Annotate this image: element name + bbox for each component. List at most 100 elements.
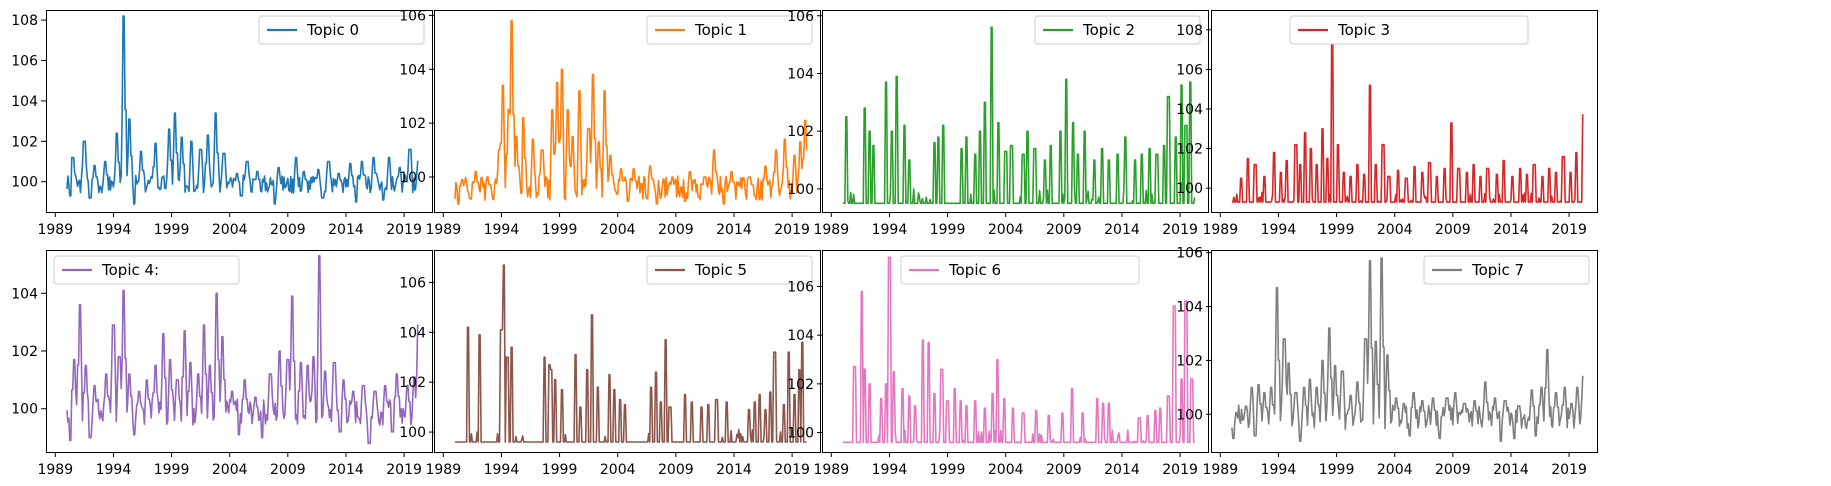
y-tick-label: 104 [787, 328, 814, 344]
series-line-topic-0 [66, 15, 419, 205]
x-tick-label: 2009 [1046, 462, 1082, 478]
x-tick-label: 1994 [484, 462, 520, 478]
y-tick-label: 102 [399, 375, 426, 391]
y-tick-label: 106 [11, 54, 38, 70]
axes-frame [46, 10, 433, 213]
y-tick-label: 106 [399, 8, 426, 24]
legend: Topic 6 [900, 255, 1140, 285]
legend-box [53, 255, 240, 285]
x-tick-label: 1989 [425, 462, 461, 478]
legend-box [646, 255, 813, 285]
y-tick-label: 106 [399, 275, 426, 291]
legend-box [1289, 15, 1529, 45]
x-tick-label: 1999 [154, 462, 190, 478]
legend-label: Topic 4: [101, 261, 159, 279]
x-tick-label: 1999 [154, 222, 190, 238]
x-tick-label: 2009 [1435, 462, 1471, 478]
legend-label: Topic 3 [1337, 21, 1390, 39]
legend: Topic 2 [1034, 15, 1201, 45]
x-tick-label: 1994 [96, 462, 132, 478]
series-line-topic-7 [1231, 257, 1584, 442]
y-tick-label: 104 [1176, 102, 1203, 118]
axes-frame [822, 10, 1209, 213]
x-tick-label: 1999 [542, 222, 578, 238]
x-tick-label: 1999 [1319, 462, 1355, 478]
legend-label: Topic 6 [948, 261, 1001, 279]
y-tick-label: 102 [1176, 142, 1203, 158]
axes-frame [822, 250, 1209, 453]
x-tick-label: 1994 [1261, 222, 1297, 238]
x-tick-label: 1994 [872, 462, 908, 478]
y-tick-label: 102 [399, 116, 426, 132]
x-tick-label: 2019 [386, 462, 422, 478]
y-tick-label: 100 [787, 426, 814, 442]
x-tick-label: 2004 [988, 222, 1024, 238]
series-line-topic-3 [1231, 31, 1584, 203]
y-tick-label: 100 [1176, 407, 1203, 423]
series-line-topic-1 [454, 20, 808, 205]
x-tick-label: 2009 [270, 222, 306, 238]
subplot-topic-2: 1989 1994 1999 2004 2009 2014 2019 100 102 104 106… [787, 9, 1209, 238]
legend-label: Topic 2 [1082, 21, 1135, 39]
series-line-topic-6 [842, 256, 1195, 444]
subplot-topic-4: 1989 1994 1999 2004 2009 2014 2019 100 102 104 Top… [11, 250, 433, 478]
y-tick-label: 102 [787, 124, 814, 140]
x-tick-label: 2019 [1551, 462, 1587, 478]
axes-frame [1211, 10, 1598, 213]
subplot-topic-1: 1989 1994 1999 2004 2009 2014 2019 100 102 104 106… [399, 8, 821, 238]
legend-box [258, 15, 425, 45]
legend-label: Topic 0 [306, 21, 359, 39]
x-tick-label: 2014 [1493, 222, 1529, 238]
legend: Topic 1 [646, 15, 813, 45]
x-tick-label: 1999 [542, 462, 578, 478]
legend-box [1034, 15, 1201, 45]
x-tick-label: 2019 [774, 222, 810, 238]
legend-label: Topic 1 [694, 21, 747, 39]
x-tick-label: 1989 [1202, 222, 1238, 238]
legend-label: Topic 5 [694, 261, 747, 279]
x-tick-label: 1999 [930, 462, 966, 478]
y-tick-label: 104 [11, 286, 38, 302]
y-tick-label: 102 [11, 134, 38, 150]
y-tick-label: 100 [399, 170, 426, 186]
y-tick-label: 106 [1176, 62, 1203, 78]
axes-frame [1211, 250, 1598, 453]
x-tick-label: 1989 [813, 462, 849, 478]
subplot-topic-5: 1989 1994 1999 2004 2009 2014 2019 100 102 104 106… [399, 250, 821, 478]
x-tick-label: 1989 [813, 222, 849, 238]
x-tick-label: 2014 [1104, 222, 1140, 238]
x-tick-label: 1999 [1319, 222, 1355, 238]
series-line-topic-2 [842, 26, 1196, 205]
y-tick-label: 106 [1176, 246, 1203, 262]
y-tick-label: 108 [11, 13, 38, 29]
subplot-topic-6: 1989 1994 1999 2004 2009 2014 2019 100 102 104 106… [787, 250, 1209, 478]
x-tick-label: 1989 [425, 222, 461, 238]
y-tick-label: 106 [787, 280, 814, 296]
legend-box [1423, 255, 1590, 285]
x-tick-label: 2009 [1435, 222, 1471, 238]
series-line-topic-4 [66, 255, 419, 445]
x-tick-label: 2019 [1551, 222, 1587, 238]
x-tick-label: 2009 [270, 462, 306, 478]
x-tick-label: 1994 [484, 222, 520, 238]
y-tick-label: 108 [1176, 23, 1203, 39]
y-tick-label: 100 [1176, 181, 1203, 197]
x-tick-label: 2004 [988, 462, 1024, 478]
x-tick-label: 2014 [328, 222, 364, 238]
x-tick-label: 2014 [328, 462, 364, 478]
y-tick-label: 104 [1176, 300, 1203, 316]
x-tick-label: 2004 [212, 462, 248, 478]
legend-label: Topic 7 [1471, 261, 1524, 279]
x-tick-label: 2014 [716, 222, 752, 238]
subplot-topic-3: 1989 1994 1999 2004 2009 2014 2019 100 102 104 106… [1176, 10, 1598, 238]
x-tick-label: 1989 [37, 462, 73, 478]
legend: Topic 5 [646, 255, 813, 285]
x-tick-label: 2019 [1162, 462, 1198, 478]
y-tick-label: 104 [787, 66, 814, 82]
y-tick-label: 102 [1176, 353, 1203, 369]
y-tick-label: 100 [11, 402, 38, 418]
x-tick-label: 2004 [600, 222, 636, 238]
x-tick-label: 2004 [1377, 462, 1413, 478]
axes-frame [46, 250, 433, 453]
